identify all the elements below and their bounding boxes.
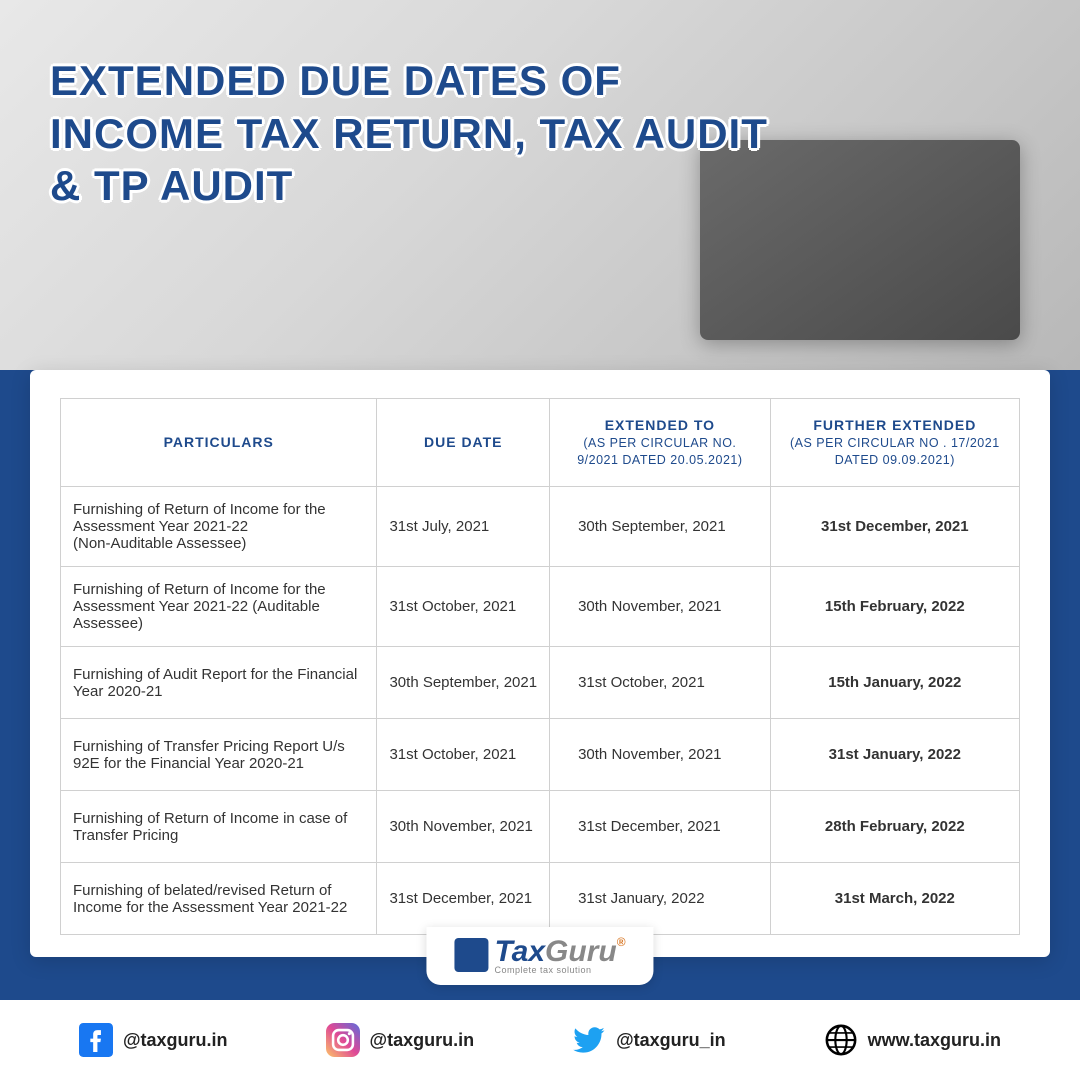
cell-further-extended: 15th February, 2022 bbox=[770, 567, 1019, 647]
brand-logo-text: TaxGuru® bbox=[494, 935, 625, 968]
social-handle: www.taxguru.in bbox=[868, 1030, 1001, 1051]
table-row: Furnishing of Return of Income for the A… bbox=[61, 487, 1020, 567]
cell-due-date: 30th November, 2021 bbox=[377, 791, 550, 863]
brand-logo-icon bbox=[454, 938, 488, 972]
col-extended: EXTENDED TO(AS PER CIRCULAR NO. 9/2021 D… bbox=[550, 399, 771, 487]
cell-extended: 31st January, 2022 bbox=[550, 863, 771, 935]
col-due-date: DUE DATE bbox=[377, 399, 550, 487]
table-row: Furnishing of belated/revised Return of … bbox=[61, 863, 1020, 935]
instagram-icon bbox=[326, 1023, 360, 1057]
cell-particulars: Furnishing of Return of Income for the A… bbox=[61, 567, 377, 647]
social-web[interactable]: www.taxguru.in bbox=[824, 1023, 1001, 1057]
cell-due-date: 31st December, 2021 bbox=[377, 863, 550, 935]
cell-further-extended: 31st December, 2021 bbox=[770, 487, 1019, 567]
cell-extended: 31st October, 2021 bbox=[550, 647, 771, 719]
cell-particulars: Furnishing of Return of Income for the A… bbox=[61, 487, 377, 567]
cell-further-extended: 31st March, 2022 bbox=[770, 863, 1019, 935]
page-title: EXTENDED DUE DATES OF INCOME TAX RETURN,… bbox=[50, 55, 800, 213]
col-particulars: PARTICULARS bbox=[61, 399, 377, 487]
hero-banner: EXTENDED DUE DATES OF INCOME TAX RETURN,… bbox=[0, 0, 1080, 370]
cell-particulars: Furnishing of Transfer Pricing Report U/… bbox=[61, 719, 377, 791]
cell-extended: 31st December, 2021 bbox=[550, 791, 771, 863]
table-row: Furnishing of Return of Income for the A… bbox=[61, 567, 1020, 647]
cell-further-extended: 31st January, 2022 bbox=[770, 719, 1019, 791]
table-header-row: PARTICULARS DUE DATE EXTENDED TO(AS PER … bbox=[61, 399, 1020, 487]
cell-particulars: Furnishing of Audit Report for the Finan… bbox=[61, 647, 377, 719]
cell-due-date: 31st October, 2021 bbox=[377, 567, 550, 647]
twitter-icon bbox=[572, 1023, 606, 1057]
social-handle: @taxguru.in bbox=[123, 1030, 228, 1051]
cell-extended: 30th November, 2021 bbox=[550, 567, 771, 647]
brand-logo: TaxGuru® Complete tax solution bbox=[426, 927, 653, 985]
col-further-extended: FURTHER EXTENDED(AS PER CIRCULAR NO . 17… bbox=[770, 399, 1019, 487]
social-twitter[interactable]: @taxguru_in bbox=[572, 1023, 726, 1057]
due-dates-table: PARTICULARS DUE DATE EXTENDED TO(AS PER … bbox=[60, 398, 1020, 935]
table-card: PARTICULARS DUE DATE EXTENDED TO(AS PER … bbox=[30, 370, 1050, 957]
table-row: Furnishing of Audit Report for the Finan… bbox=[61, 647, 1020, 719]
table-row: Furnishing of Return of Income in case o… bbox=[61, 791, 1020, 863]
cell-due-date: 31st October, 2021 bbox=[377, 719, 550, 791]
table-row: Furnishing of Transfer Pricing Report U/… bbox=[61, 719, 1020, 791]
cell-further-extended: 28th February, 2022 bbox=[770, 791, 1019, 863]
social-handle: @taxguru.in bbox=[370, 1030, 475, 1051]
cell-extended: 30th November, 2021 bbox=[550, 719, 771, 791]
facebook-icon bbox=[79, 1023, 113, 1057]
cell-further-extended: 15th January, 2022 bbox=[770, 647, 1019, 719]
footer: @taxguru.in @taxguru.in @taxguru_in www.… bbox=[0, 1000, 1080, 1080]
cell-due-date: 31st July, 2021 bbox=[377, 487, 550, 567]
cell-particulars: Furnishing of belated/revised Return of … bbox=[61, 863, 377, 935]
cell-due-date: 30th September, 2021 bbox=[377, 647, 550, 719]
cell-extended: 30th September, 2021 bbox=[550, 487, 771, 567]
social-handle: @taxguru_in bbox=[616, 1030, 726, 1051]
cell-particulars: Furnishing of Return of Income in case o… bbox=[61, 791, 377, 863]
social-instagram[interactable]: @taxguru.in bbox=[326, 1023, 475, 1057]
social-facebook[interactable]: @taxguru.in bbox=[79, 1023, 228, 1057]
globe-icon bbox=[824, 1023, 858, 1057]
